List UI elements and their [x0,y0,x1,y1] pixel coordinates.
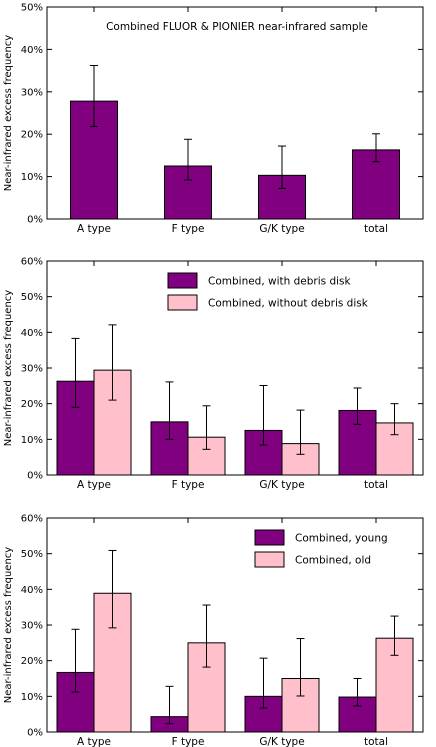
x-tick-label: A type [77,736,111,747]
legend-swatch [254,551,285,568]
y-tick-label: 10% [21,172,43,183]
y-tick-label: 40% [21,328,43,339]
y-tick-label: 60% [21,257,43,268]
legend-label: Combined, young [295,533,388,545]
y-tick-label: 0% [27,471,43,482]
y-axis-label: Near-infrared excess frequency [3,35,14,191]
y-tick-label: 50% [21,3,43,14]
y-axis-label: Near-infrared excess frequency [3,547,14,703]
y-tick-label: 40% [21,45,43,56]
x-tick-label: G/K type [259,736,304,747]
x-tick-label: total [364,736,388,747]
y-tick-label: 60% [21,514,43,525]
y-tick-label: 10% [21,692,43,703]
y-tick-label: 30% [21,621,43,632]
y-tick-label: 50% [21,549,43,560]
y-tick-label: 30% [21,364,43,375]
x-tick-label: G/K type [259,223,304,235]
legend-label: Combined, without debris disk [208,298,369,310]
x-tick-label: A type [77,223,111,235]
legend-label: Combined, with debris disk [208,276,352,288]
y-tick-label: 20% [21,656,43,667]
y-tick-label: 10% [21,435,43,446]
y-tick-label: 0% [27,728,43,739]
chart-annotation: Combined FLUOR & PIONIER near-infrared s… [106,21,368,33]
plot-frame [46,6,424,220]
x-tick-label: G/K type [259,479,304,491]
x-tick-label: total [364,223,388,235]
legend-label: Combined, old [295,555,371,567]
chart-panel-2: 0% 10% 20% 30% 40% 50% 60% Near-infrared excess… [3,257,424,491]
y-tick-label: 20% [21,399,43,410]
chart-panel-3: 0% 10% 20% 30% 40% 50% 60% Near-infrared excess… [3,514,424,747]
x-tick-label: F type [172,479,205,491]
x-tick-label: F type [172,736,205,747]
x-tick-label: F type [172,223,205,235]
y-tick-label: 0% [27,215,43,226]
y-tick-label: 50% [21,292,43,303]
x-tick-label: total [364,479,388,491]
y-tick-label: 30% [21,87,43,98]
legend-swatch [167,272,198,289]
y-tick-label: 20% [21,130,43,141]
bar-series1 [164,165,212,220]
y-tick-label: 40% [21,585,43,596]
x-tick-label: A type [77,479,111,491]
legend-swatch [167,294,198,311]
y-axis-label: Near-infrared excess frequency [3,290,14,446]
legend-swatch [254,529,285,546]
chart-panel-1: 0% 10% 20% 30% 40% 50% Near-infrared excess fr… [3,3,424,235]
